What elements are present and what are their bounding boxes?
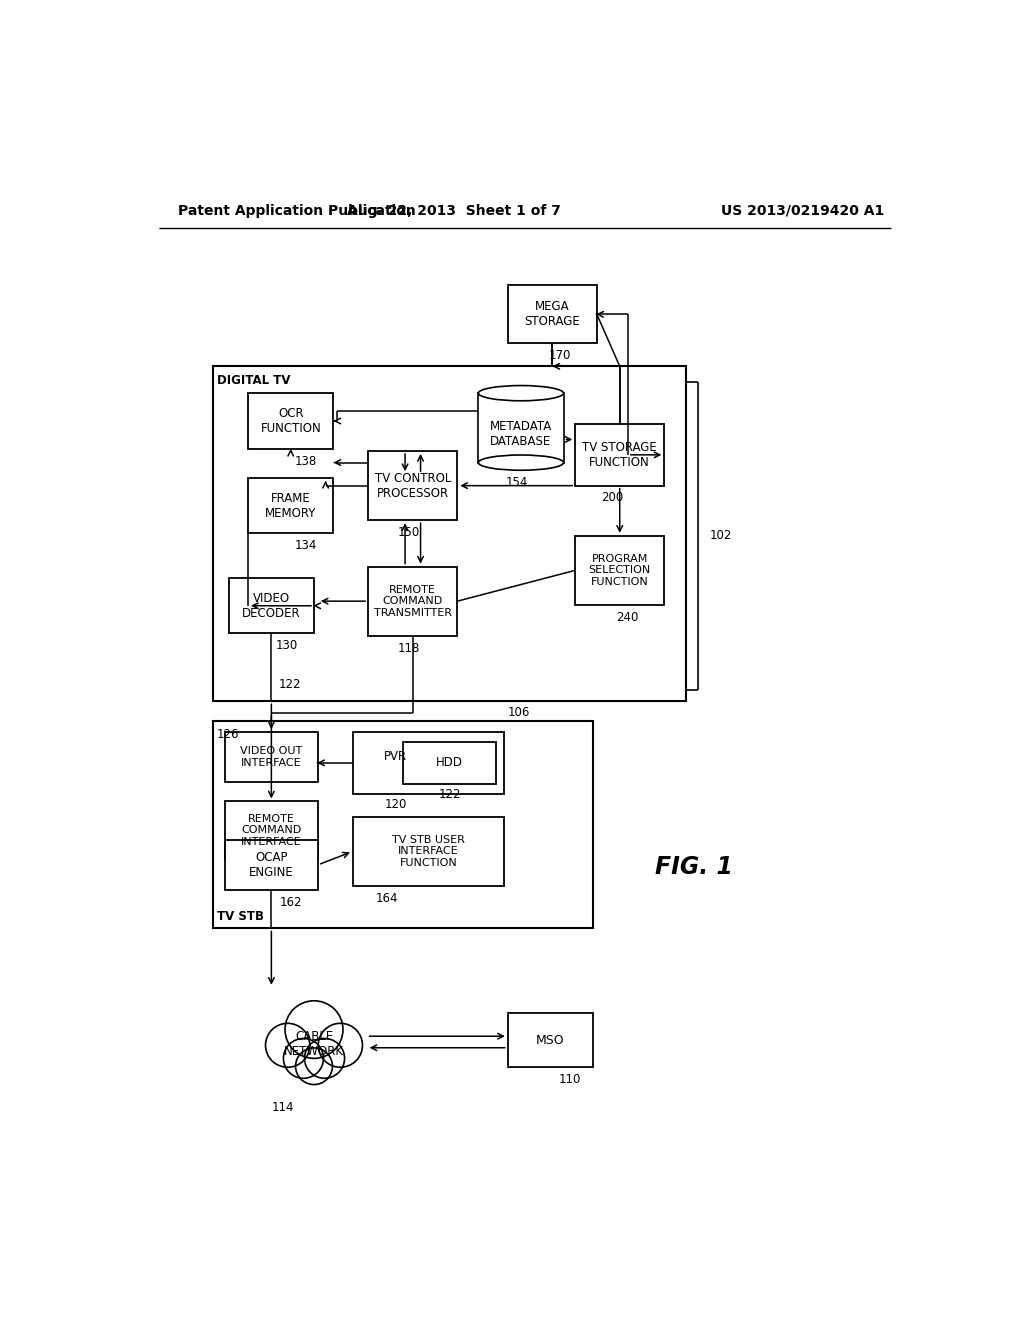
Text: 122: 122 — [280, 677, 302, 690]
Circle shape — [304, 1039, 344, 1078]
Bar — [352, 817, 504, 886]
Circle shape — [265, 1023, 310, 1068]
Text: OCR
FUNCTION: OCR FUNCTION — [260, 407, 322, 436]
Text: 164: 164 — [376, 892, 398, 906]
Bar — [575, 424, 665, 486]
Bar — [225, 801, 317, 859]
Bar — [508, 1014, 593, 1067]
Text: REMOTE
COMMAND
TRANSMITTER: REMOTE COMMAND TRANSMITTER — [374, 585, 452, 618]
Text: OCAP
ENGINE: OCAP ENGINE — [249, 851, 294, 879]
Text: 130: 130 — [275, 639, 298, 652]
Circle shape — [284, 1039, 324, 1078]
Text: CABLE
NETWORK: CABLE NETWORK — [284, 1030, 344, 1057]
Text: PROGRAM
SELECTION
FUNCTION: PROGRAM SELECTION FUNCTION — [589, 554, 651, 587]
Bar — [248, 478, 334, 533]
Bar — [228, 578, 314, 634]
Text: 122: 122 — [438, 788, 461, 801]
Text: 118: 118 — [397, 642, 420, 655]
Text: 114: 114 — [271, 1101, 294, 1114]
Text: 120: 120 — [384, 797, 407, 810]
Bar — [508, 285, 597, 343]
Text: 138: 138 — [295, 454, 317, 467]
Text: 110: 110 — [558, 1073, 581, 1086]
Text: VIDEO OUT
INTERFACE: VIDEO OUT INTERFACE — [241, 746, 302, 768]
Text: DIGITAL TV: DIGITAL TV — [217, 374, 291, 387]
Circle shape — [296, 1048, 333, 1085]
Bar — [352, 733, 504, 793]
Text: TV STB: TV STB — [217, 911, 264, 924]
Circle shape — [285, 1001, 343, 1059]
Text: REMOTE
COMMAND
INTERFACE: REMOTE COMMAND INTERFACE — [241, 813, 302, 847]
Ellipse shape — [478, 385, 563, 401]
Text: 154: 154 — [506, 477, 528, 490]
Text: METADATA
DATABASE: METADATA DATABASE — [489, 420, 552, 447]
Text: Aug. 22, 2013  Sheet 1 of 7: Aug. 22, 2013 Sheet 1 of 7 — [346, 203, 560, 218]
Bar — [369, 451, 458, 520]
Text: VIDEO
DECODER: VIDEO DECODER — [242, 591, 301, 620]
Circle shape — [318, 1023, 362, 1068]
Text: US 2013/0219420 A1: US 2013/0219420 A1 — [721, 203, 884, 218]
Bar — [213, 721, 593, 928]
Bar — [575, 536, 665, 605]
Bar — [369, 566, 458, 636]
Text: PVR: PVR — [384, 750, 407, 763]
Text: 102: 102 — [710, 529, 731, 543]
Text: FRAME
MEMORY: FRAME MEMORY — [265, 491, 316, 520]
Text: TV STB USER
INTERFACE
FUNCTION: TV STB USER INTERFACE FUNCTION — [392, 834, 465, 869]
Text: 106: 106 — [508, 706, 530, 719]
Ellipse shape — [478, 455, 563, 470]
Bar — [478, 393, 563, 462]
Bar — [225, 840, 317, 890]
Text: 200: 200 — [601, 491, 624, 504]
Text: Patent Application Publication: Patent Application Publication — [178, 203, 416, 218]
Text: TV CONTROL
PROCESSOR: TV CONTROL PROCESSOR — [375, 471, 451, 500]
Bar — [248, 393, 334, 449]
Text: HDD: HDD — [436, 756, 463, 770]
Bar — [403, 742, 496, 784]
Text: 134: 134 — [295, 539, 317, 552]
Text: 170: 170 — [549, 348, 571, 362]
Text: TV STORAGE
FUNCTION: TV STORAGE FUNCTION — [583, 441, 657, 469]
Text: MSO: MSO — [536, 1034, 564, 1047]
Text: 240: 240 — [616, 611, 639, 624]
Bar — [225, 733, 317, 781]
Text: 162: 162 — [280, 896, 302, 908]
Text: FIG. 1: FIG. 1 — [654, 855, 733, 879]
Bar — [213, 367, 686, 701]
Text: MEGA
STORAGE: MEGA STORAGE — [524, 301, 581, 329]
Text: 126: 126 — [217, 727, 240, 741]
Text: 150: 150 — [397, 527, 420, 539]
